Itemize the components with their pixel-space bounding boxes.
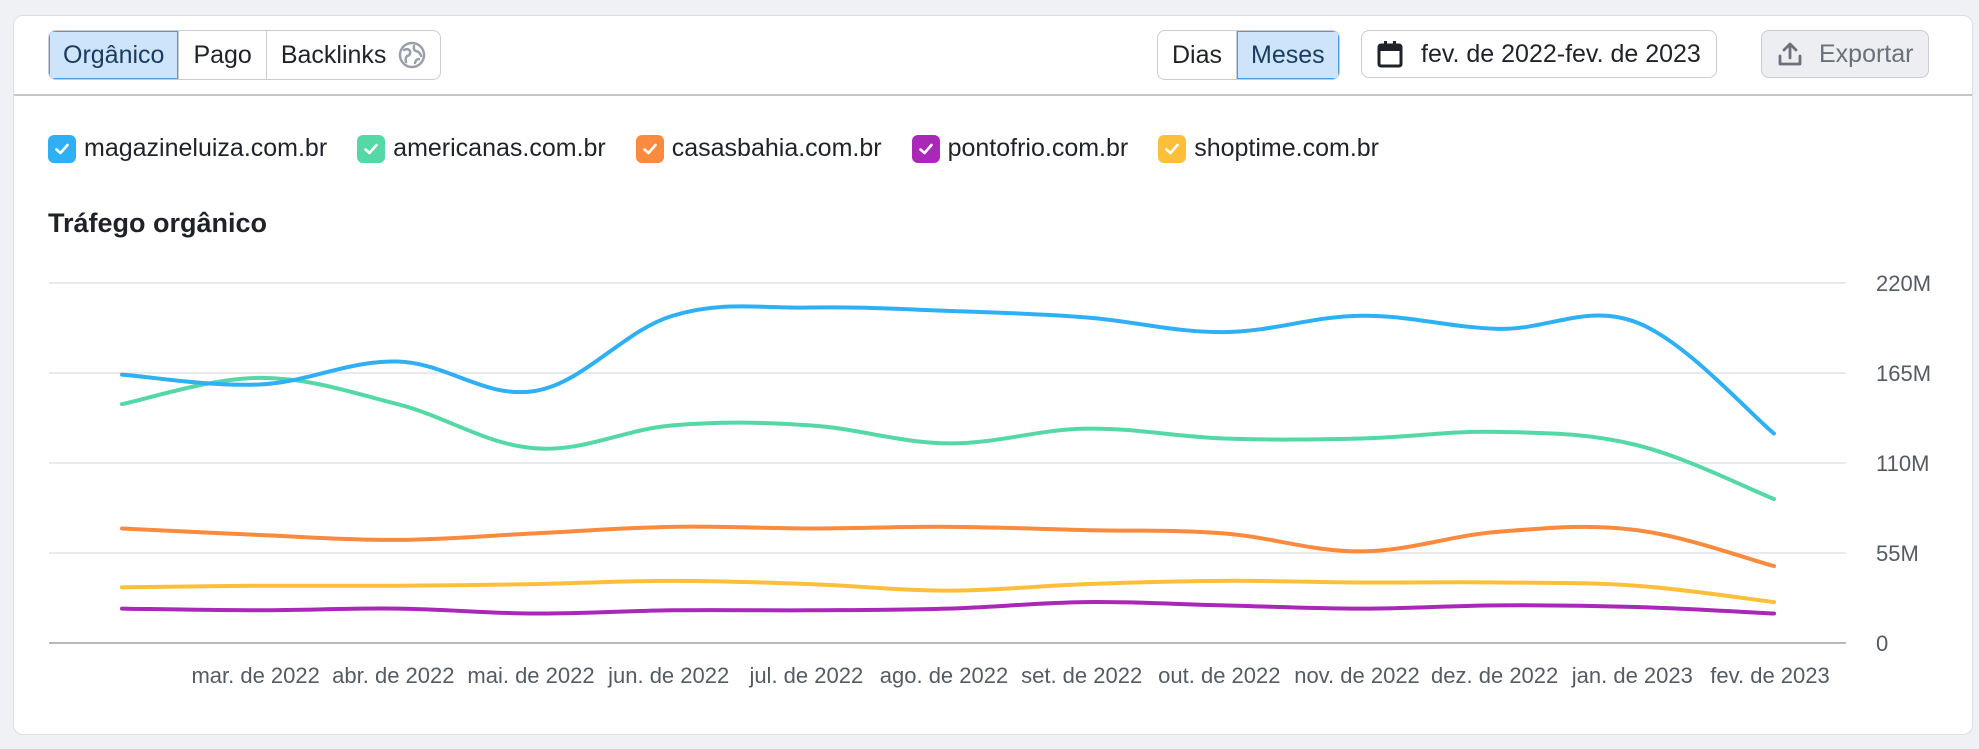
x-tick-label: fev. de 2023	[1710, 663, 1829, 688]
toolbar: Orgânico Pago Backlinks Dias Meses fev. …	[14, 16, 1972, 96]
date-range-label: fev. de 2022-fev. de 2023	[1421, 39, 1701, 68]
chart-legend: magazineluiza.com.br americanas.com.br c…	[48, 134, 1409, 163]
legend-label: magazineluiza.com.br	[84, 134, 328, 162]
x-tick-label: jan. de 2023	[1571, 663, 1693, 688]
y-tick-label: 110M	[1876, 451, 1929, 476]
globe-icon	[399, 41, 426, 69]
series-line-pontofrio	[120, 600, 1776, 616]
upload-icon	[1778, 42, 1802, 66]
checkbox-checked-icon[interactable]	[1158, 134, 1187, 163]
export-button[interactable]: Exportar	[1761, 30, 1930, 78]
checkbox-checked-icon[interactable]	[911, 134, 940, 163]
tab-backlinks-label: Backlinks	[280, 40, 387, 69]
x-tick-label: set. de 2022	[1021, 663, 1142, 688]
x-tick-label: mai. de 2022	[467, 663, 594, 688]
legend-item-magazineluiza[interactable]: magazineluiza.com.br	[48, 134, 327, 163]
tab-organic[interactable]: Orgânico	[49, 31, 180, 79]
calendar-icon	[1377, 41, 1403, 68]
tab-months[interactable]: Meses	[1237, 31, 1339, 79]
legend-item-shoptime[interactable]: shoptime.com.br	[1158, 134, 1379, 163]
legend-item-pontofrio[interactable]: pontofrio.com.br	[911, 134, 1129, 163]
x-tick-label: mar. de 2022	[191, 663, 319, 688]
x-tick-label: out. de 2022	[1158, 663, 1280, 688]
x-tick-label: abr. de 2022	[332, 663, 454, 688]
checkbox-checked-icon[interactable]	[48, 134, 76, 163]
x-tick-label: ago. de 2022	[880, 663, 1008, 688]
legend-item-casasbahia[interactable]: casasbahia.com.br	[635, 134, 882, 163]
tab-backlinks[interactable]: Backlinks	[267, 31, 441, 79]
chart-title: Tráfego orgânico	[48, 208, 268, 238]
checkbox-checked-icon[interactable]	[357, 134, 386, 163]
y-tick-label: 55M	[1876, 541, 1919, 566]
line-chart: 0 55M 110M 165M 220M mar. de 2022 abr. de 2022…	[49, 271, 1931, 688]
x-tick-label: nov. de 2022	[1294, 663, 1420, 688]
checkbox-checked-icon[interactable]	[635, 134, 664, 163]
y-tick-label: 220M	[1876, 271, 1931, 296]
y-tick-label: 165M	[1876, 361, 1931, 386]
series-line-casasbahia	[120, 524, 1776, 569]
series-line-magazineluiza	[120, 304, 1776, 436]
y-tick-label: 0	[1876, 631, 1888, 656]
export-label: Exportar	[1819, 39, 1914, 68]
legend-item-americanas[interactable]: americanas.com.br	[357, 134, 606, 163]
series-line-shoptime	[120, 578, 1776, 605]
chart-card: Orgânico Pago Backlinks Dias Meses fev. …	[13, 15, 1973, 735]
granularity-segmented-control: Dias Meses	[1157, 30, 1340, 80]
x-tick-label: dez. de 2022	[1431, 663, 1558, 688]
tab-days[interactable]: Dias	[1158, 31, 1238, 79]
traffic-type-segmented-control: Orgânico Pago Backlinks	[48, 30, 442, 80]
legend-label: pontofrio.com.br	[947, 134, 1129, 162]
legend-label: casasbahia.com.br	[671, 134, 882, 162]
x-tick-label: jul. de 2022	[748, 663, 863, 688]
legend-label: shoptime.com.br	[1194, 134, 1380, 162]
x-tick-label: jun. de 2022	[607, 663, 729, 688]
legend-label: americanas.com.br	[393, 134, 606, 162]
series-line-americanas	[120, 375, 1776, 501]
date-range-button[interactable]: fev. de 2022-fev. de 2023	[1361, 30, 1717, 78]
tab-paid[interactable]: Pago	[179, 31, 267, 79]
